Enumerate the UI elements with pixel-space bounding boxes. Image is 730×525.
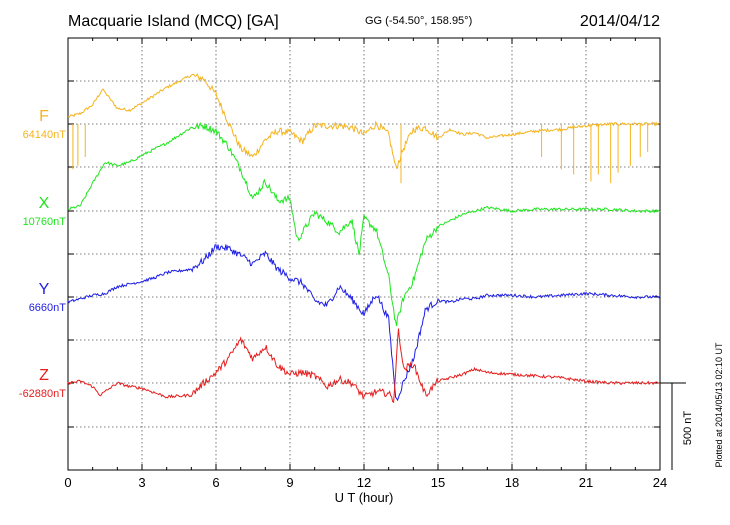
x-tick-label: 9 bbox=[286, 475, 293, 490]
chart-date: 2014/04/12 bbox=[580, 13, 660, 30]
plotted-timestamp: Plotted at 2014/05/13 02:10 UT bbox=[714, 342, 724, 468]
chart-title: Macquarie Island (MCQ) [GA] bbox=[68, 13, 279, 30]
x-tick-label: 15 bbox=[431, 475, 445, 490]
series-line-z bbox=[67, 328, 661, 404]
x-tick-label: 3 bbox=[138, 475, 145, 490]
scale-bar: 500 nT bbox=[660, 382, 694, 470]
x-axis-label: U T (hour) bbox=[335, 490, 394, 505]
component-labels: F 64140nT X 10760nT Y 6660nT Z -62880nT bbox=[19, 108, 66, 400]
x-tick-label: 21 bbox=[579, 475, 593, 490]
series-line-y bbox=[67, 244, 661, 402]
component-name-z: Z bbox=[39, 367, 49, 384]
series-line-x bbox=[67, 121, 661, 327]
series-layer bbox=[67, 72, 661, 404]
component-name-y: Y bbox=[39, 281, 50, 298]
baseline-label-z: -62880nT bbox=[19, 388, 66, 400]
x-tick-label: 24 bbox=[653, 475, 667, 490]
baseline-label-x: 10760nT bbox=[23, 216, 67, 228]
station-coordinates: GG (-54.50°, 158.95°) bbox=[365, 15, 472, 27]
scale-bar-label: 500 nT bbox=[682, 411, 694, 446]
x-tick-label: 0 bbox=[64, 475, 71, 490]
x-tick-labels: 0 3 6 9 12 15 18 21 24 bbox=[64, 475, 667, 490]
baseline-label-y: 6660nT bbox=[29, 302, 67, 314]
x-tick-label: 18 bbox=[505, 475, 519, 490]
component-name-x: X bbox=[39, 195, 50, 212]
x-tick-label: 12 bbox=[357, 475, 371, 490]
x-ticks bbox=[67, 38, 661, 470]
component-name-f: F bbox=[39, 108, 49, 125]
baseline-label-f: 64140nT bbox=[23, 129, 67, 141]
x-tick-label: 6 bbox=[212, 475, 219, 490]
grid-lines bbox=[68, 38, 660, 470]
